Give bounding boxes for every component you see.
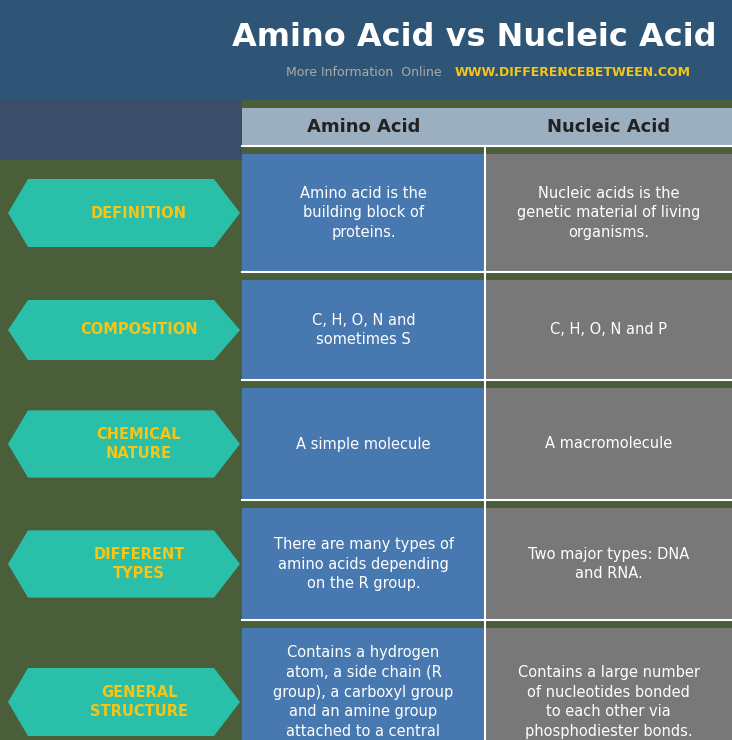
Text: Contains a hydrogen
atom, a side chain (R
group), a carboxyl group
and an amine : Contains a hydrogen atom, a side chain (… — [273, 645, 454, 740]
Bar — [242, 508, 485, 620]
Text: C, H, O, N and P: C, H, O, N and P — [550, 323, 667, 337]
Bar — [0, 100, 242, 160]
Polygon shape — [8, 411, 240, 477]
Bar — [242, 388, 485, 500]
Bar — [485, 280, 732, 380]
Text: COMPOSITION: COMPOSITION — [81, 323, 198, 337]
Text: DEFINITION: DEFINITION — [91, 206, 187, 221]
Text: Amino acid is the
building block of
proteins.: Amino acid is the building block of prot… — [300, 186, 427, 240]
Bar — [0, 0, 732, 100]
Bar — [242, 628, 485, 740]
Bar — [0, 100, 732, 740]
Text: C, H, O, N and
sometimes S: C, H, O, N and sometimes S — [312, 312, 415, 347]
Text: More Information  Online: More Information Online — [286, 66, 450, 78]
Text: Two major types: DNA
and RNA.: Two major types: DNA and RNA. — [528, 547, 689, 582]
Polygon shape — [8, 668, 240, 736]
Text: Contains a large number
of nucleotides bonded
to each other via
phosphodiester b: Contains a large number of nucleotides b… — [518, 665, 700, 739]
Text: Amino Acid vs Nucleic Acid: Amino Acid vs Nucleic Acid — [232, 22, 717, 53]
Text: Nucleic acids is the
genetic material of living
organisms.: Nucleic acids is the genetic material of… — [517, 186, 701, 240]
Text: Amino Acid: Amino Acid — [307, 118, 420, 136]
Bar — [242, 280, 485, 380]
Bar — [485, 628, 732, 740]
Bar — [485, 108, 732, 146]
Text: CHEMICAL
NATURE: CHEMICAL NATURE — [97, 427, 182, 461]
Polygon shape — [8, 531, 240, 598]
Polygon shape — [8, 300, 240, 360]
Text: GENERAL
STRUCTURE: GENERAL STRUCTURE — [90, 685, 188, 719]
Bar — [242, 154, 485, 272]
Text: A simple molecule: A simple molecule — [296, 437, 430, 451]
Text: There are many types of
amino acids depending
on the R group.: There are many types of amino acids depe… — [274, 536, 454, 591]
Text: A macromolecule: A macromolecule — [545, 437, 672, 451]
Text: DIFFERENT
TYPES: DIFFERENT TYPES — [93, 547, 184, 581]
Bar — [485, 388, 732, 500]
Polygon shape — [8, 179, 240, 247]
Text: WWW.DIFFERENCEBETWEEN.COM: WWW.DIFFERENCEBETWEEN.COM — [455, 66, 691, 78]
Bar — [485, 154, 732, 272]
Text: Nucleic Acid: Nucleic Acid — [547, 118, 670, 136]
Bar — [242, 108, 485, 146]
Bar — [485, 508, 732, 620]
